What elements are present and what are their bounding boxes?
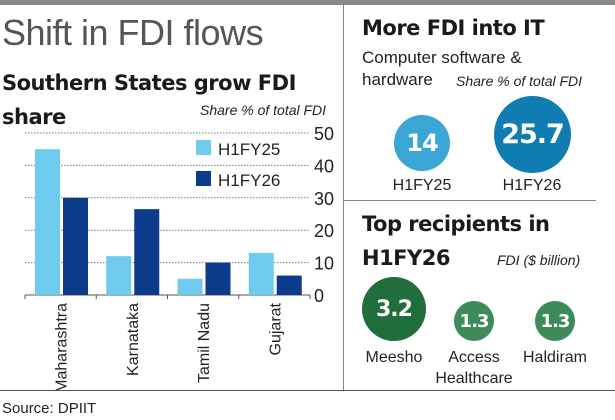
- it-share-value: 25.7: [501, 119, 565, 150]
- x-category-label: Gujarat: [267, 302, 284, 355]
- recipient-value: 1.3: [459, 310, 490, 332]
- main-title: Shift in FDI flows: [2, 12, 264, 53]
- x-category-label: Karnataka: [125, 303, 142, 376]
- bottom-rule: [0, 390, 615, 391]
- legend-swatch: [196, 140, 211, 155]
- it-share-label: H1FY26: [502, 177, 562, 194]
- recipients-title-1: Top recipients in: [362, 212, 550, 236]
- source-note: Source: DPIIT: [2, 400, 97, 417]
- recipient-circle-haldiram: 1.3: [535, 301, 575, 341]
- bar-h1fy25-maharashtra: [35, 149, 60, 295]
- y-tick-label: 20: [314, 221, 334, 241]
- bar-h1fy25-karnataka: [106, 256, 132, 295]
- legend-label: H1FY26: [218, 171, 280, 190]
- it-panel-subtitle-2: hardware: [362, 70, 433, 89]
- recipients-title-2: H1FY26: [362, 246, 450, 270]
- bar-h1fy25-tamil-nadu: [177, 278, 203, 295]
- y-tick-label: 0: [314, 286, 324, 306]
- y-tick-label: 10: [314, 254, 334, 274]
- it-share-circle-h1fy26: 25.7: [494, 96, 571, 173]
- recipient-name: Access: [448, 349, 500, 366]
- chart-title-text: Southern States grow FDI share: [2, 71, 296, 129]
- y-tick-label: 50: [314, 124, 334, 144]
- x-category-label: Tamil Nadu: [196, 303, 213, 383]
- it-share-value: 14: [406, 129, 438, 157]
- it-panel-title: More FDI into IT: [362, 16, 545, 40]
- recipient-label: Meesho: [349, 347, 439, 368]
- bar-h1fy26-gujarat: [276, 275, 302, 295]
- bar-h1fy26-karnataka: [134, 209, 160, 295]
- recipient-circle-meesho: 3.2: [362, 277, 426, 341]
- chart-title: Southern States grow FDI share: [2, 66, 332, 134]
- recipient-label: Access Healthcare: [429, 347, 519, 389]
- legend-swatch: [196, 171, 211, 186]
- bar-chart: 0 10 20 30 40 50 Maharashtra Karnataka Tamil Nad…: [24, 124, 334, 390]
- recipient-name: Haldiram: [522, 349, 587, 366]
- y-tick-label: 30: [314, 189, 334, 209]
- x-category-label: Maharashtra: [54, 303, 71, 390]
- top-rule: [0, 0, 615, 5]
- bar-h1fy26-maharashtra: [63, 197, 88, 295]
- recipient-name: Meesho: [365, 349, 423, 366]
- recipient-circle-access-healthcare: 1.3: [454, 301, 494, 341]
- chart-ylabel: Share % of total FDI: [200, 102, 327, 118]
- horizontal-divider: [344, 200, 596, 201]
- bar-h1fy26-tamil-nadu: [205, 262, 231, 295]
- recipients-unit: FDI ($ billion): [497, 252, 581, 268]
- it-share-label: H1FY25: [392, 177, 452, 194]
- recipient-value: 1.3: [540, 310, 571, 332]
- y-tick-label: 40: [314, 156, 334, 176]
- recipient-name-line2: Healthcare: [435, 370, 513, 387]
- it-panel-subtitle-1: Computer software &: [362, 48, 522, 67]
- it-share-circle-h1fy25: 14: [394, 115, 450, 171]
- vertical-divider: [343, 5, 344, 391]
- recipient-value: 3.2: [376, 296, 413, 322]
- recipient-label: Haldiram: [510, 347, 600, 368]
- legend-label: H1FY25: [218, 140, 280, 159]
- it-panel-unit: Share % of total FDI: [456, 73, 583, 89]
- bar-h1fy25-gujarat: [248, 252, 274, 295]
